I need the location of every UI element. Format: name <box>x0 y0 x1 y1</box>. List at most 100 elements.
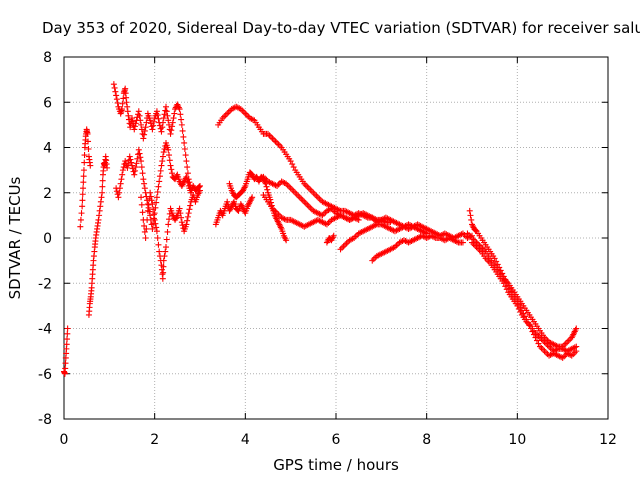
data-point <box>147 189 154 196</box>
data-point <box>141 228 148 235</box>
data-point <box>301 198 308 205</box>
data-point <box>161 111 168 118</box>
data-point <box>116 185 123 192</box>
data-point <box>159 158 166 165</box>
data-point <box>316 195 323 202</box>
data-point <box>97 203 104 210</box>
data-point <box>177 210 184 217</box>
data-point <box>243 112 250 119</box>
data-point <box>140 135 147 142</box>
data-point <box>234 104 241 111</box>
data-point <box>342 241 349 248</box>
data-point <box>153 108 160 115</box>
data-point <box>466 207 473 214</box>
data-point <box>184 176 191 183</box>
data-point <box>283 237 290 244</box>
data-point <box>320 210 327 217</box>
data-point <box>141 185 148 192</box>
data-point <box>540 346 547 353</box>
data-point <box>132 167 139 174</box>
data-point <box>160 115 167 122</box>
data-point <box>135 108 142 115</box>
data-point <box>129 115 135 122</box>
data-point <box>304 201 311 208</box>
data-point <box>85 146 92 153</box>
data-point <box>126 153 133 160</box>
axis-ticks <box>63 56 609 420</box>
data-point <box>162 107 169 114</box>
data-point <box>494 261 501 268</box>
data-point <box>98 194 105 201</box>
data-point <box>156 173 163 180</box>
data-point <box>137 154 144 161</box>
data-point <box>467 233 474 240</box>
data-point <box>169 170 176 177</box>
data-point <box>155 115 162 122</box>
data-point <box>96 207 103 214</box>
data-point <box>104 164 111 171</box>
data-point <box>133 160 140 167</box>
data-point <box>169 123 176 130</box>
data-point <box>543 340 550 347</box>
data-point <box>299 197 306 204</box>
data-point <box>161 146 168 153</box>
data-point <box>293 191 300 198</box>
data-point <box>84 130 91 137</box>
data-point <box>64 336 71 343</box>
data-point <box>113 96 120 103</box>
data-point <box>473 244 480 251</box>
data-point <box>472 227 479 234</box>
data-point <box>268 133 275 140</box>
data-point <box>119 100 126 107</box>
data-point <box>533 331 540 338</box>
data-point <box>500 280 507 287</box>
data-point <box>141 131 148 138</box>
data-point <box>169 119 176 126</box>
data-point <box>420 233 427 240</box>
data-point <box>77 216 84 223</box>
data-point <box>179 222 186 229</box>
data-point <box>142 235 149 241</box>
data-point <box>81 159 88 166</box>
data-point <box>61 370 68 377</box>
data-point <box>438 235 445 242</box>
data-point <box>166 121 173 128</box>
x-tick-label: 2 <box>150 432 159 448</box>
data-point <box>266 132 273 139</box>
data-point <box>467 212 474 219</box>
data-point <box>135 146 142 153</box>
data-point <box>156 248 163 255</box>
data-point <box>514 302 521 309</box>
data-point <box>139 170 146 177</box>
data-point <box>184 213 191 220</box>
data-point <box>161 253 168 260</box>
data-point <box>112 88 119 95</box>
data-point <box>138 126 145 133</box>
x-tick-label: 0 <box>60 432 69 448</box>
data-point <box>538 345 545 352</box>
data-point <box>144 216 151 223</box>
data-point <box>151 216 158 223</box>
data-point <box>138 121 145 128</box>
data-point <box>128 118 135 125</box>
data-point <box>128 159 135 166</box>
data-point <box>149 201 156 208</box>
data-point <box>155 183 162 190</box>
x-tick-label: 6 <box>332 432 341 448</box>
data-point <box>157 125 164 132</box>
data-point <box>163 108 170 115</box>
data-point <box>80 167 87 174</box>
data-point <box>535 340 542 347</box>
data-point <box>141 222 148 229</box>
data-point <box>242 110 249 117</box>
data-point <box>125 112 132 119</box>
data-point <box>156 178 163 185</box>
data-point <box>337 246 344 253</box>
data-point <box>197 187 203 194</box>
data-point <box>159 153 166 160</box>
data-point <box>224 110 231 117</box>
y-tick-label: 8 <box>43 50 52 66</box>
data-point <box>147 117 154 124</box>
data-point <box>535 333 542 340</box>
data-point <box>160 257 167 264</box>
